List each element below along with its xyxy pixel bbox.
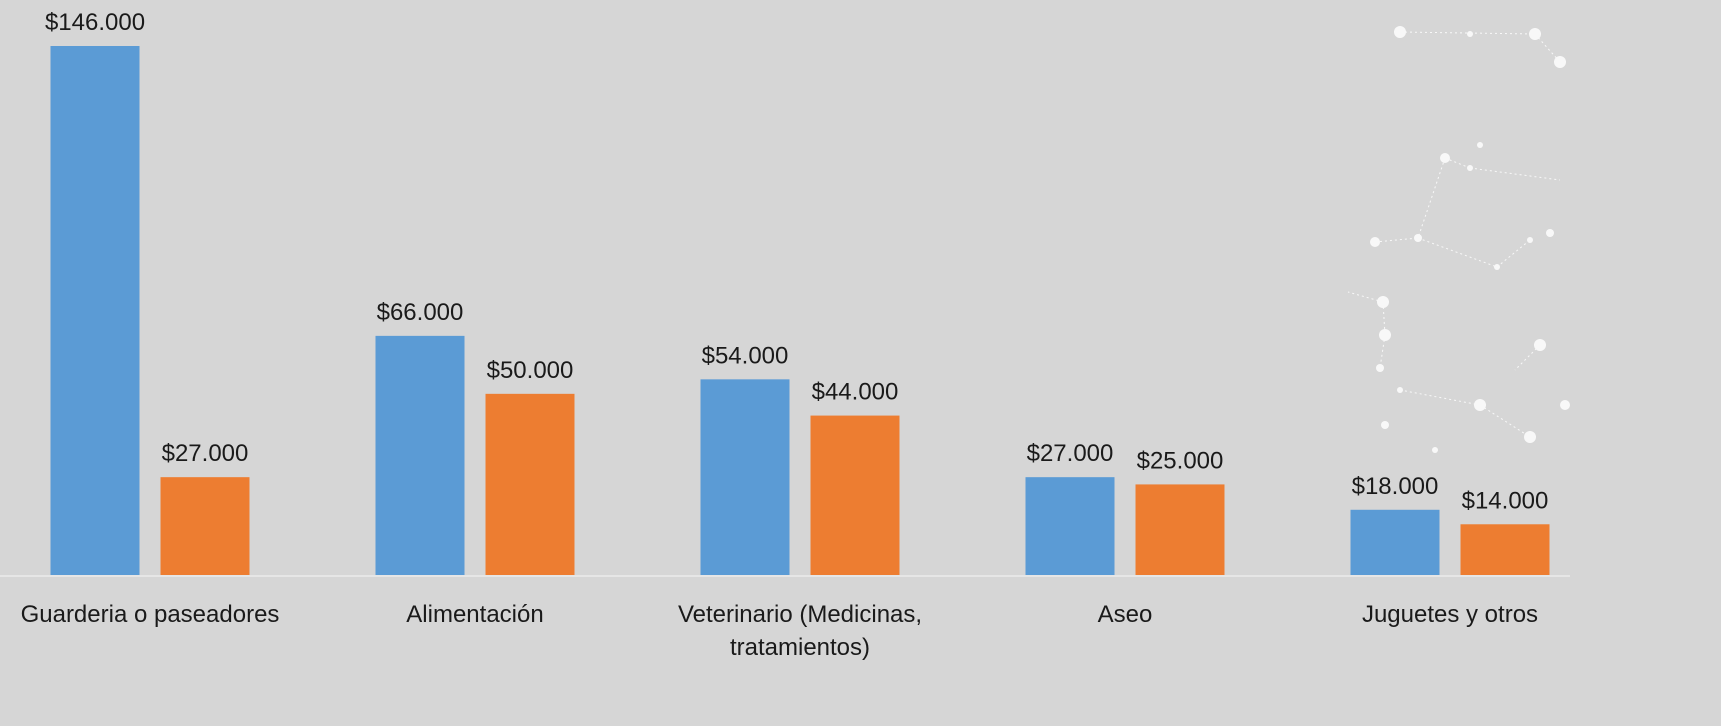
bar — [161, 477, 250, 575]
value-label: $66.000 — [377, 299, 464, 326]
x-tick-label: Juguetes y otros — [1300, 598, 1600, 631]
x-tick-label: Guarderia o paseadores — [0, 598, 300, 631]
value-label: $14.000 — [1462, 487, 1549, 514]
bar — [1351, 510, 1440, 575]
value-label: $146.000 — [45, 9, 145, 36]
x-tick-label: Aseo — [975, 598, 1275, 631]
bar — [51, 46, 140, 575]
value-label: $44.000 — [812, 379, 899, 406]
value-label: $18.000 — [1352, 473, 1439, 500]
bar — [486, 394, 575, 575]
bar — [701, 379, 790, 575]
x-tick-label: Alimentación — [325, 598, 625, 631]
bar — [1461, 524, 1550, 575]
value-label: $50.000 — [487, 357, 574, 384]
bar — [1026, 477, 1115, 575]
decoration — [1348, 26, 1570, 453]
value-label: $27.000 — [162, 440, 249, 467]
value-label: $54.000 — [702, 342, 789, 369]
bar — [376, 336, 465, 575]
bar — [811, 416, 900, 575]
value-label: $27.000 — [1027, 440, 1114, 467]
bar — [1136, 484, 1225, 575]
page: {"chart_data": {"type": "bar", "categori… — [0, 0, 1721, 726]
value-label: $25.000 — [1137, 447, 1224, 474]
x-tick-label: Veterinario (Medicinas, tratamientos) — [650, 598, 950, 664]
